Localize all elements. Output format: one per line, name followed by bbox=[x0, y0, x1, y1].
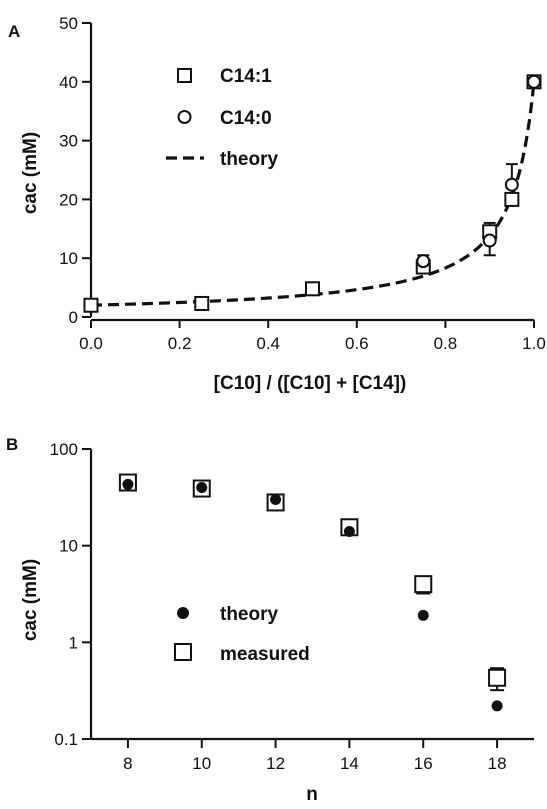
panel-b-y-axis-title: cac (mM) bbox=[20, 559, 41, 641]
panel-a-point-c14-1 bbox=[194, 295, 210, 311]
panel-b-x-tick-label: 12 bbox=[266, 754, 285, 773]
panel-b-point-theory bbox=[491, 700, 503, 712]
panel-a-legend: C14:1 C14:0 theory bbox=[166, 66, 279, 170]
panel-b-point-theory bbox=[196, 481, 208, 493]
panel-a-x-tick-label: 0.0 bbox=[79, 334, 103, 353]
panel-a-y-tick-label: 30 bbox=[59, 132, 78, 151]
panel-b-point-theory bbox=[122, 478, 134, 490]
panel-b: B 0.1 1 10 100 8 10 12 14 16 18 n cac (mM) theory… bbox=[6, 435, 534, 805]
panel-b-y-tick-label: 1 bbox=[69, 633, 78, 652]
legend-marker-c14-0 bbox=[177, 110, 192, 124]
panel-b-x-axis-title: n bbox=[306, 784, 318, 805]
legend-label-theory-a: theory bbox=[220, 149, 279, 170]
panel-a-point-c14-0 bbox=[527, 74, 541, 89]
legend-label-measured: measured bbox=[220, 644, 310, 665]
panel-a-point-c14-1 bbox=[504, 191, 520, 207]
panel-b-y-tick-label: 100 bbox=[50, 440, 78, 459]
panel-b-x-tick-label: 8 bbox=[123, 754, 132, 773]
panel-b-axes: 0.1 1 10 100 8 10 12 14 16 18 bbox=[50, 440, 534, 773]
panel-b-point-measured bbox=[488, 668, 507, 687]
panel-a-y-tick-label: 40 bbox=[59, 73, 78, 92]
legend-label-c14-1: C14:1 bbox=[220, 66, 272, 87]
panel-a-point-c14-0 bbox=[482, 233, 497, 248]
panel-b-x-tick-label: 18 bbox=[488, 754, 507, 773]
panel-b-point-theory bbox=[417, 609, 429, 621]
panel-a-x-tick-label: 0.2 bbox=[168, 334, 192, 353]
panel-a-theory-curve bbox=[90, 81, 536, 307]
legend-marker-theory-b bbox=[177, 607, 189, 619]
panel-a-x-axis-title: [C10] / ([C10] + [C14]) bbox=[214, 373, 407, 394]
panel-a-point-c14-0 bbox=[416, 254, 431, 269]
panel-a-x-tick-label: 0.4 bbox=[256, 334, 280, 353]
panel-letter-b: B bbox=[6, 435, 18, 454]
panel-b-y-tick-label: 0.1 bbox=[54, 730, 78, 749]
panel-a-y-axis-title: cac (mM) bbox=[20, 132, 41, 214]
panel-b-point-theory bbox=[343, 526, 355, 538]
panel-a-y-tick-label: 50 bbox=[59, 14, 78, 33]
legend-label-c14-0: C14:0 bbox=[220, 108, 272, 129]
panel-a-y-tick-label: 20 bbox=[59, 190, 78, 209]
legend-label-theory-b: theory bbox=[220, 604, 279, 625]
legend-marker-measured bbox=[174, 643, 192, 661]
panel-a-x-tick-label: 1.0 bbox=[522, 334, 546, 353]
panel-a-data-marks bbox=[83, 74, 542, 313]
panel-b-x-tick-label: 14 bbox=[340, 754, 359, 773]
panel-a-y-tick-label: 0 bbox=[69, 308, 78, 327]
panel-a-point-c14-0 bbox=[504, 177, 519, 192]
panel-a-point-c14-1 bbox=[305, 281, 320, 297]
panel-a-point-c14-1 bbox=[83, 297, 99, 313]
panel-b-data-marks bbox=[118, 473, 507, 712]
panel-b-x-tick-label: 16 bbox=[414, 754, 433, 773]
panel-a-y-tick-label: 10 bbox=[59, 249, 78, 268]
panel-b-legend: theory measured bbox=[174, 604, 310, 665]
panel-b-point-measured bbox=[414, 575, 433, 594]
panel-b-y-tick-label: 10 bbox=[59, 537, 78, 556]
panel-letter-a: A bbox=[8, 22, 20, 41]
legend-marker-c14-1 bbox=[177, 68, 192, 83]
panel-b-x-tick-label: 10 bbox=[192, 754, 211, 773]
panel-a: A 0 10 20 30 40 50 0.0 0.2 0.4 0.6 0.8 1.0 [C10] / … bbox=[8, 14, 546, 394]
panel-b-point-theory bbox=[270, 494, 282, 506]
panel-a-axes: 0 10 20 30 40 50 0.0 0.2 0.4 0.6 0.8 1.0 bbox=[59, 14, 546, 353]
panel-a-x-tick-label: 0.8 bbox=[434, 334, 458, 353]
panel-a-x-tick-label: 0.6 bbox=[345, 334, 369, 353]
